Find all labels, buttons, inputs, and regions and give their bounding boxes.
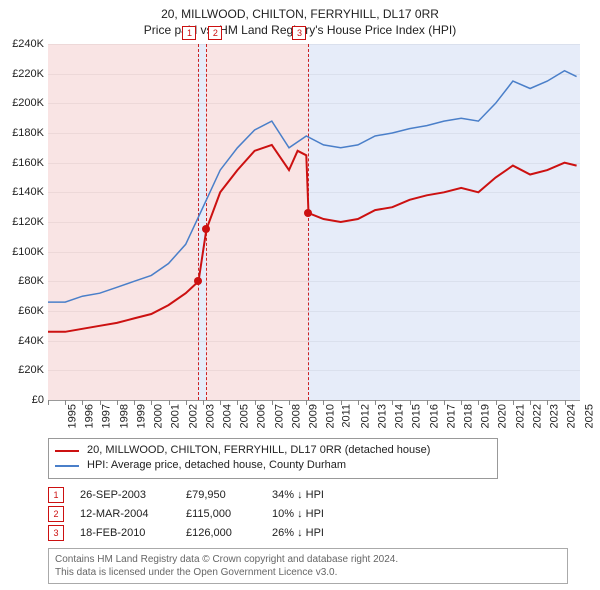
event-price: £126,000 xyxy=(186,527,256,539)
legend-swatch xyxy=(55,465,79,467)
title-line-1: 20, MILLWOOD, CHILTON, FERRYHILL, DL17 0… xyxy=(0,6,600,22)
data-attribution: Contains HM Land Registry data © Crown c… xyxy=(48,548,568,584)
event-delta: 10% ↓ HPI xyxy=(272,508,324,520)
event-delta: 34% ↓ HPI xyxy=(272,489,324,501)
legend-label: HPI: Average price, detached house, Coun… xyxy=(87,458,346,473)
x-axis-label: 2022 xyxy=(531,404,543,428)
event-number-box: 3 xyxy=(48,525,64,541)
y-axis-label: £160K xyxy=(12,157,44,169)
legend: 20, MILLWOOD, CHILTON, FERRYHILL, DL17 0… xyxy=(48,438,498,479)
event-price: £115,000 xyxy=(186,508,256,520)
x-axis-label: 2023 xyxy=(549,404,561,428)
event-row: 2 12-MAR-2004 £115,000 10% ↓ HPI xyxy=(48,506,324,522)
y-axis-label: £240K xyxy=(12,38,44,50)
x-axis-label: 2019 xyxy=(480,404,492,428)
x-axis-label: 1995 xyxy=(66,404,78,428)
y-axis-label: £200K xyxy=(12,97,44,109)
x-axis-label: 2009 xyxy=(308,404,320,428)
event-number-box: 1 xyxy=(48,487,64,503)
x-axis-label: 1996 xyxy=(84,404,96,428)
x-axis-label: 2006 xyxy=(256,404,268,428)
x-axis-label: 2008 xyxy=(290,404,302,428)
x-axis-label: 2018 xyxy=(462,404,474,428)
price-chart: £0£20K£40K£60K£80K£100K£120K£140K£160K£1… xyxy=(48,44,580,401)
x-axis-label: 2002 xyxy=(187,404,199,428)
x-axis-label: 2003 xyxy=(204,404,216,428)
x-axis-label: 2015 xyxy=(411,404,423,428)
x-axis-label: 1998 xyxy=(118,404,130,428)
y-axis-label: £120K xyxy=(12,216,44,228)
y-axis-label: £100K xyxy=(12,246,44,258)
x-axis-label: 2020 xyxy=(497,404,509,428)
x-axis-label: 2010 xyxy=(325,404,337,428)
x-axis-label: 2021 xyxy=(514,404,526,428)
page: 20, MILLWOOD, CHILTON, FERRYHILL, DL17 0… xyxy=(0,0,600,590)
x-axis-label: 2016 xyxy=(428,404,440,428)
x-axis-label: 2001 xyxy=(170,404,182,428)
x-axis-label: 1997 xyxy=(101,404,113,428)
y-axis-label: £20K xyxy=(18,364,44,376)
x-axis-label: 2011 xyxy=(341,404,353,428)
event-date: 26-SEP-2003 xyxy=(80,489,170,501)
y-axis-label: £0 xyxy=(32,394,44,406)
events-table: 1 26-SEP-2003 £79,950 34% ↓ HPI 2 12-MAR-2004… xyxy=(48,484,324,544)
y-axis-label: £220K xyxy=(12,68,44,80)
series-line xyxy=(48,71,577,302)
legend-label: 20, MILLWOOD, CHILTON, FERRYHILL, DL17 0… xyxy=(87,443,430,458)
event-marker-box: 3 xyxy=(292,26,306,40)
footer-line-1: Contains HM Land Registry data © Crown c… xyxy=(55,553,561,566)
event-date: 12-MAR-2004 xyxy=(80,508,170,520)
x-axis-label: 2014 xyxy=(394,404,406,428)
event-marker-box: 2 xyxy=(208,26,222,40)
y-axis-label: £40K xyxy=(18,335,44,347)
y-axis-label: £80K xyxy=(18,275,44,287)
series-line xyxy=(48,145,577,332)
y-axis-label: £180K xyxy=(12,127,44,139)
x-axis-label: 2012 xyxy=(359,404,371,428)
legend-item: 20, MILLWOOD, CHILTON, FERRYHILL, DL17 0… xyxy=(55,443,491,458)
x-axis-label: 2013 xyxy=(376,404,388,428)
x-axis-label: 2004 xyxy=(221,404,233,428)
x-axis-label: 2007 xyxy=(273,404,285,428)
event-row: 3 18-FEB-2010 £126,000 26% ↓ HPI xyxy=(48,525,324,541)
event-price: £79,950 xyxy=(186,489,256,501)
event-delta: 26% ↓ HPI xyxy=(272,527,324,539)
x-axis-label: 2000 xyxy=(153,404,165,428)
x-axis-label: 2025 xyxy=(583,404,595,428)
footer-line-2: This data is licensed under the Open Gov… xyxy=(55,566,561,579)
event-date: 18-FEB-2010 xyxy=(80,527,170,539)
event-row: 1 26-SEP-2003 £79,950 34% ↓ HPI xyxy=(48,487,324,503)
x-axis-label: 2024 xyxy=(566,404,578,428)
y-axis-label: £60K xyxy=(18,305,44,317)
y-axis-label: £140K xyxy=(12,186,44,198)
x-axis-label: 2005 xyxy=(239,404,251,428)
x-axis-label: 1999 xyxy=(135,404,147,428)
event-marker-box: 1 xyxy=(182,26,196,40)
x-axis-label: 2017 xyxy=(445,404,457,428)
legend-item: HPI: Average price, detached house, Coun… xyxy=(55,458,491,473)
legend-swatch xyxy=(55,450,79,452)
event-number-box: 2 xyxy=(48,506,64,522)
